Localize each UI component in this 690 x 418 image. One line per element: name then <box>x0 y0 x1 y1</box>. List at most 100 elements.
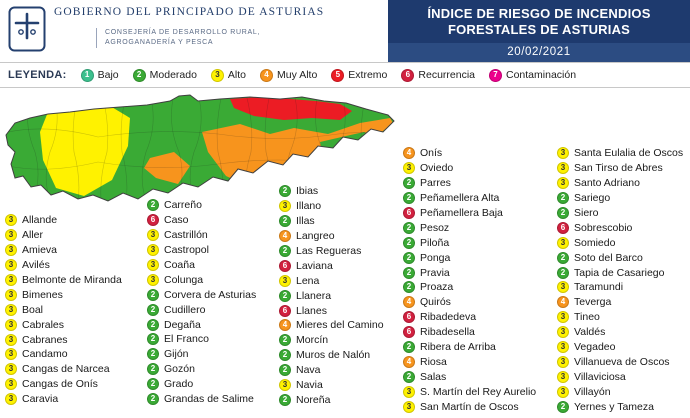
municipality-row: 2 Noreña <box>279 392 401 407</box>
report-title-line2: FORESTALES DE ASTURIAS <box>447 21 631 37</box>
risk-level-badge: 3 <box>5 348 17 361</box>
municipality-name: Yernes y Tameza <box>574 400 654 413</box>
risk-level-badge: 2 <box>557 266 569 279</box>
municipality-name: Muros de Nalón <box>296 349 371 362</box>
municipality-name: Villayón <box>574 385 611 398</box>
municipality-name: San Tirso de Abres <box>574 162 663 175</box>
municipality-row: 2 Carreño <box>147 198 277 213</box>
municipality-row: 3 Boal <box>5 302 145 317</box>
risk-level-badge: 2 <box>147 378 159 391</box>
risk-level-badge: 2 <box>403 236 415 249</box>
municipality-row: 2 Gozón <box>147 362 277 377</box>
municipality-name: Nava <box>296 364 321 377</box>
municipality-name: Siero <box>574 207 599 219</box>
municipality-name: Caravia <box>22 393 59 406</box>
municipality-name: Laviana <box>296 259 333 272</box>
municipality-name: Cangas de Narcea <box>22 363 110 376</box>
risk-level-badge: 2 <box>279 215 291 228</box>
municipality-row: 3 Vegadeo <box>557 340 689 355</box>
risk-level-badge: 3 <box>557 177 569 190</box>
department-name: CONSEJERÍA DE DESARROLLO RURAL, AGROGANA… <box>96 28 260 48</box>
municipality-row: 2 Grandas de Salime <box>147 392 277 407</box>
municipality-row: 3 Castrillón <box>147 228 277 243</box>
municipality-name: Morcín <box>296 334 329 347</box>
municipality-name: Soto del Barco <box>574 251 643 264</box>
risk-level-badge: 2 <box>403 251 415 264</box>
risk-level-badge: 2 <box>147 333 159 346</box>
municipality-row: 2 Peñamellera Alta <box>403 191 555 206</box>
municipality-name: Amieva <box>22 244 58 257</box>
municipality-name: Taramundi <box>574 281 624 294</box>
municipality-name: Pesoz <box>420 221 450 234</box>
risk-level-badge: 3 <box>5 318 17 331</box>
municipality-name: Carreño <box>164 199 202 212</box>
municipality-name: Castrillón <box>164 229 208 242</box>
risk-level-badge: 2 <box>147 363 159 376</box>
risk-level-badge: 3 <box>5 244 17 257</box>
report-title-line1: ÍNDICE DE RIESGO DE INCENDIOS <box>427 6 651 21</box>
risk-level-badge: 3 <box>147 273 159 286</box>
municipality-name: Peñamellera Alta <box>420 192 500 205</box>
municipality-row: 3 Somiedo <box>557 235 689 250</box>
legend-item: 6 Recurrencia <box>401 68 475 82</box>
risk-level-badge: 3 <box>557 341 569 354</box>
municipality-name: Tineo <box>574 311 600 324</box>
municipality-row: 3 Illano <box>279 199 401 214</box>
legend-item-label: Recurrencia <box>418 69 475 81</box>
risk-level-badge: 2 <box>403 341 415 354</box>
municipality-name: Belmonte de Miranda <box>22 274 122 286</box>
risk-level-badge: 6 <box>557 221 569 234</box>
risk-level-badge: 2 <box>147 303 159 316</box>
municipality-name: Grado <box>164 378 194 391</box>
municipality-row: 2 Nava <box>279 363 401 378</box>
risk-level-badge: 4 <box>403 355 415 368</box>
legend-item: 7 Contaminación <box>489 68 576 82</box>
risk-level-badge: 3 <box>557 355 569 368</box>
municipality-name: Noreña <box>296 393 331 406</box>
municipality-name: Quirós <box>420 296 451 309</box>
municipality-row: 3 Cabranes <box>5 332 145 347</box>
municipality-name: Ponga <box>420 251 451 264</box>
municipality-row: 6 Ribadesella <box>403 325 555 340</box>
risk-level-badge: 2 <box>147 348 159 361</box>
asturias-municipalities-map <box>5 94 395 202</box>
municipality-row: 4 Teverga <box>557 295 689 310</box>
municipality-row: 3 Lena <box>279 273 401 288</box>
risk-level-badge: 2 <box>403 192 415 205</box>
municipality-name: Illano <box>296 200 322 213</box>
risk-level-badge: 3 <box>557 311 569 324</box>
map-region-west-yellow <box>40 106 130 196</box>
municipality-row: 3 Bimenes <box>5 287 145 302</box>
risk-level-badge: 3 <box>5 378 17 391</box>
municipality-name: Valdés <box>574 326 606 339</box>
risk-level-badge: 3 <box>557 326 569 339</box>
municipality-name: Onís <box>420 147 443 160</box>
municipality-row: 2 Morcín <box>279 333 401 348</box>
municipality-row: 4 Riosa <box>403 354 555 369</box>
municipality-name: Sariego <box>574 192 611 205</box>
municipality-name: Ribera de Arriba <box>420 341 496 354</box>
municipality-row: 3 Villaviciosa <box>557 369 689 384</box>
municipality-row: 3 Tineo <box>557 310 689 325</box>
municipality-name: Piloña <box>420 236 450 249</box>
risk-level-badge: 3 <box>557 370 569 383</box>
risk-level-badge: 3 <box>5 214 17 227</box>
risk-level-badge: 3 <box>147 259 159 271</box>
risk-level-badge: 4 <box>403 296 415 309</box>
municipality-row: 2 El Franco <box>147 332 277 347</box>
risk-level-badge: 4 <box>260 68 274 82</box>
municipality-row: 4 Langreo <box>279 229 401 244</box>
municipality-name: Gijón <box>164 348 189 361</box>
municipality-row: 3 Castropol <box>147 243 277 258</box>
municipality-row: 2 Salas <box>403 369 555 384</box>
municipality-row: 3 Coaña <box>147 258 277 273</box>
municipality-name: Bimenes <box>22 288 63 301</box>
municipality-row: 3 Villayón <box>557 384 689 399</box>
municipality-column-3: 2 Ibias 3 Illano 2 Illas 4 Langreo 2 Las Regueras… <box>279 184 401 407</box>
municipality-name: Salas <box>420 370 447 383</box>
map-region-southcenter-orange <box>144 152 190 184</box>
municipality-row: 4 Onís <box>403 146 555 161</box>
legend-item: 5 Extremo <box>331 68 387 82</box>
municipality-name: Caso <box>164 214 189 227</box>
legend-item: 4 Muy Alto <box>260 68 317 82</box>
